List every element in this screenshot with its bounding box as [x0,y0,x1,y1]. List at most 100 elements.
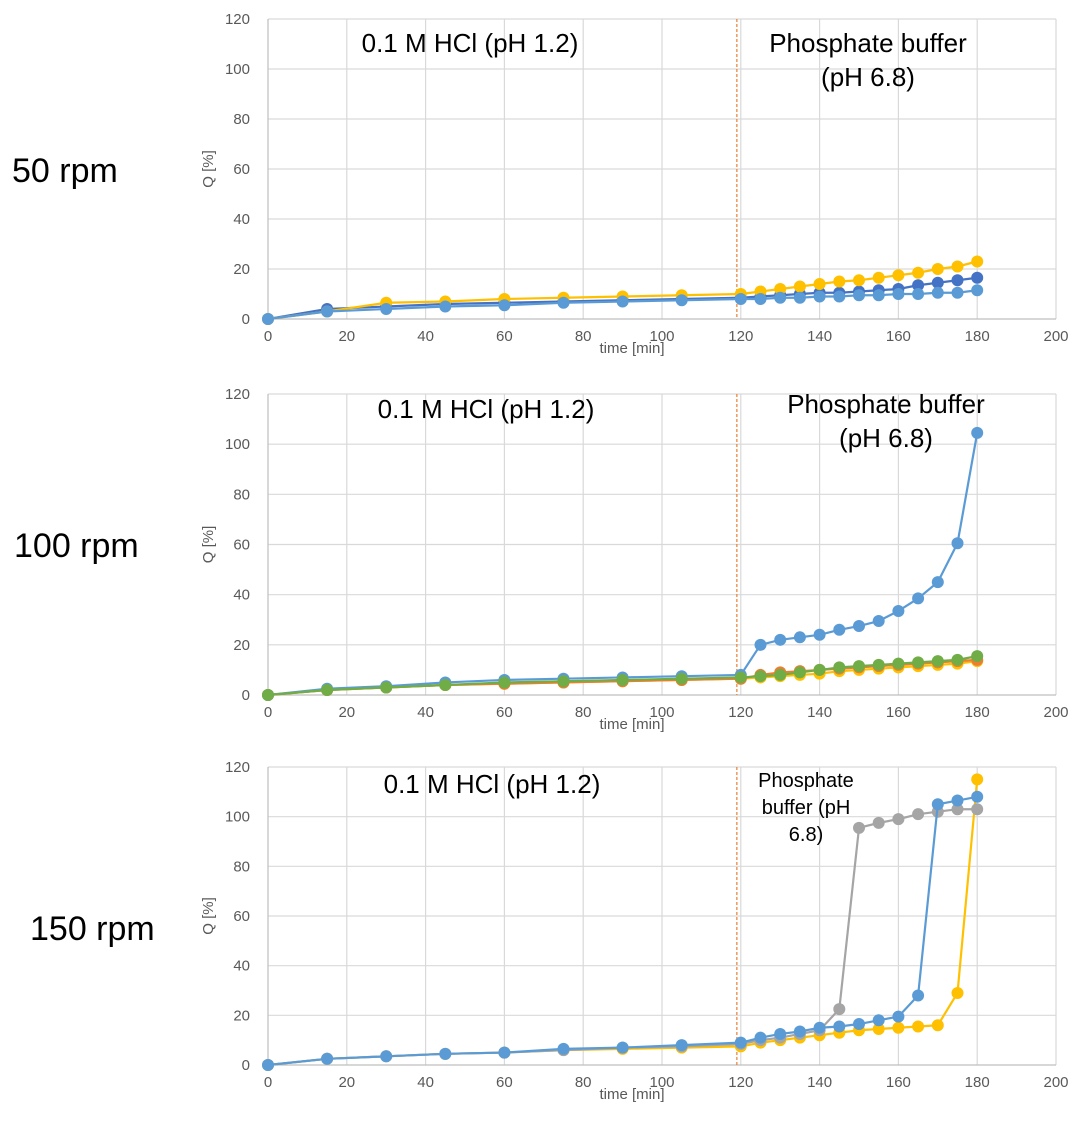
data-point [892,813,905,826]
data-point [734,1036,747,1049]
y-tick-label: 100 [225,809,250,826]
x-tick-label: 0 [264,1074,272,1091]
y-tick-label: 120 [225,386,250,403]
data-point [321,1052,334,1065]
line-chart: 0 20 40 60 80 100 120 140 160 180 200 0 20 40 60 80 100 1… [200,11,1069,357]
x-tick-label: 100 [649,704,674,721]
data-point [616,673,629,686]
data-point [498,299,511,312]
data-point [774,1027,787,1040]
x-tick-label: 80 [575,328,592,345]
data-point [813,278,826,290]
data-point [912,989,925,1002]
data-point [793,631,806,644]
data-point [557,296,570,309]
data-point [912,1020,925,1033]
data-point [931,263,944,275]
x-tick-label: 120 [728,328,753,345]
data-point [853,1018,865,1031]
data-point [872,658,885,671]
x-tick-label: 180 [965,704,990,721]
data-point [813,628,826,641]
x-axis-title: time [min] [599,340,664,357]
data-point [380,303,393,315]
data-point [971,271,984,284]
data-point [951,803,964,816]
data-point [675,294,688,307]
data-point [793,1025,806,1038]
y-tick-label: 60 [233,908,250,925]
data-point [971,790,984,803]
y-tick-label: 0 [242,311,250,328]
x-tick-label: 20 [338,328,355,345]
data-point [557,675,570,688]
chart-panel-150rpm: 150 rpm 0 20 40 60 80 100 120 140 160 180 200 0 20 40… [0,750,1080,1122]
y-tick-label: 100 [225,436,250,453]
data-point [951,260,964,273]
x-tick-label: 0 [264,704,272,721]
data-point [833,290,846,303]
data-point [971,426,984,439]
data-point [951,537,964,550]
y-axis-title: Q [%] [200,150,217,188]
data-point [616,1041,629,1054]
rpm-label: 100 rpm [14,527,139,565]
data-point [951,986,964,999]
x-tick-label: 140 [807,328,832,345]
y-tick-label: 80 [233,486,250,503]
data-point [262,1059,274,1071]
line-chart: 0 20 40 60 80 100 120 140 160 180 200 0 20 40 60 80 100 1… [200,386,1069,733]
data-point [951,274,964,287]
data-point [912,266,925,279]
data-point [262,689,274,701]
chart-panel-50rpm: 50 rpm 0 20 40 60 80 100 120 140 160 180 200 0 20 40 6… [0,0,1080,375]
data-point [774,283,787,295]
data-point [931,798,944,811]
data-point [833,1003,846,1016]
x-tick-label: 60 [496,328,513,345]
x-tick-label: 180 [965,328,990,345]
data-point [931,576,944,589]
data-point [853,289,865,302]
data-point [931,286,944,299]
data-point [971,773,984,786]
y-tick-label: 120 [225,759,250,776]
data-point [793,291,806,304]
data-point [754,293,767,305]
data-point [675,1039,688,1052]
data-point [793,280,806,293]
data-point [971,650,984,663]
x-tick-label: 200 [1043,1074,1068,1091]
hcl-phase-annotation: 0.1 M HCl (pH 1.2) [362,28,579,58]
data-point [912,592,925,605]
x-tick-label: 0 [264,328,272,345]
x-tick-label: 100 [649,1074,674,1091]
x-tick-label: 40 [417,328,434,345]
data-point [912,808,925,821]
data-point [439,300,452,313]
y-axis-title: Q [%] [200,897,217,935]
y-tick-label: 60 [233,537,250,554]
data-point [754,670,767,683]
data-point [813,1021,826,1034]
y-tick-label: 80 [233,858,250,875]
x-tick-label: 140 [807,704,832,721]
x-tick-label: 120 [728,1074,753,1091]
data-point [853,821,865,834]
rpm-label: 150 rpm [30,910,155,948]
data-point [498,1046,511,1059]
y-tick-label: 40 [233,587,250,604]
y-tick-label: 20 [233,1007,250,1024]
y-tick-label: 120 [225,11,250,28]
buffer-phase-annotation: Phosphate buffer (pH 6.8) [758,770,854,846]
data-point [892,657,905,670]
data-point [754,1031,767,1044]
data-point [774,633,787,646]
data-point [912,279,925,292]
data-point [912,288,925,300]
data-point [321,683,334,696]
data-point [892,1021,905,1034]
x-tick-label: 180 [965,1074,990,1091]
data-point [380,681,393,694]
data-point [872,1014,885,1027]
